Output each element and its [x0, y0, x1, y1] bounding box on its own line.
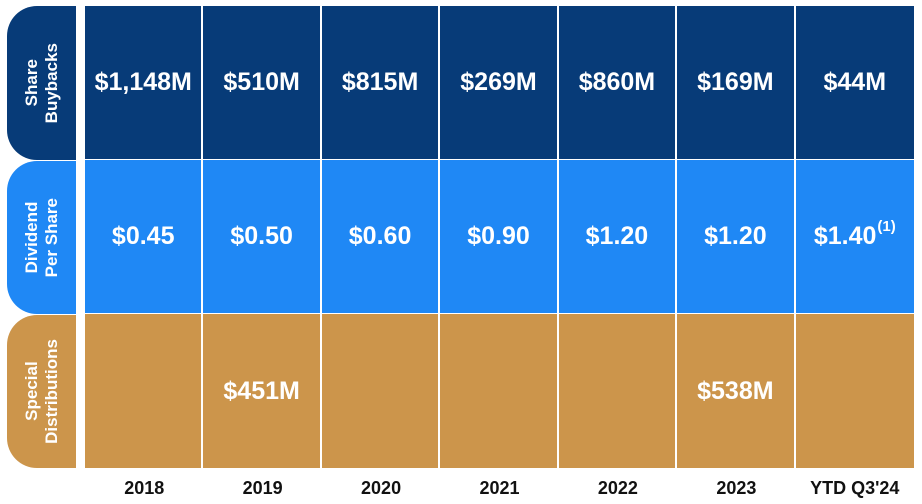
cell-value: $44M: [823, 68, 887, 96]
cell-value: $815M: [341, 68, 419, 96]
row-label-line: Per Share: [41, 197, 61, 278]
data-table: $1,148M $510M $815M $269M $860M $169M $44M $0.4…: [85, 6, 914, 468]
row-label-share-buybacks: Share Buybacks: [7, 6, 76, 160]
table-cell: $169M: [677, 6, 796, 160]
table-cell: $1.20: [558, 160, 678, 314]
column-header-year: YTD Q3'24: [810, 478, 900, 498]
table-cell: $1.40 (1): [795, 160, 914, 314]
column-header-year: 2020: [361, 478, 402, 498]
cell-value: $0.45: [111, 222, 175, 250]
cell-value: $1,148M: [94, 68, 192, 96]
table-cell: $538M: [677, 314, 796, 468]
table-cell: $1,148M: [85, 6, 204, 160]
table-cell: $860M: [558, 6, 678, 160]
cell-value: $538M: [697, 376, 774, 405]
column-header-year: 2023: [716, 478, 757, 498]
table-cell: $44M: [795, 6, 914, 160]
table-cell: $0.60: [321, 160, 441, 314]
table-cell: $815M: [321, 6, 441, 160]
row-label-line: Dividend: [21, 201, 41, 274]
year-axis: 2018 2019 2020 2021 2022 2023 YTD Q3'24: [85, 478, 914, 499]
cell-value: $451M: [223, 376, 300, 405]
table-cell: [85, 314, 204, 468]
table-cell: $0.45: [85, 160, 204, 314]
cell-value: $510M: [223, 68, 300, 96]
column-header-year: 2018: [124, 478, 165, 498]
footnote-marker: (1): [877, 218, 896, 235]
cell-value: $169M: [697, 68, 774, 96]
table-cell: $0.50: [203, 160, 322, 314]
column-header-year: 2019: [242, 478, 283, 498]
table-cell: $510M: [203, 6, 322, 160]
cell-value: $860M: [578, 68, 656, 96]
table-cell: $0.90: [440, 160, 559, 314]
table-cell: $269M: [440, 6, 559, 160]
cell-value: $1.20: [585, 222, 649, 250]
column-header-year: 2022: [597, 478, 638, 498]
cell-value: $0.50: [230, 222, 293, 250]
table-cell: $1.20: [677, 160, 796, 314]
row-label-line: Special: [21, 361, 41, 422]
cell-value: $0.60: [348, 222, 412, 250]
cell-value: $1.20: [704, 222, 767, 250]
table-cell: [321, 314, 441, 468]
column-header-year: 2021: [479, 478, 520, 498]
row-label-special-distributions: Special Distributions: [7, 315, 76, 468]
cell-value: $0.90: [467, 222, 530, 250]
cell-value: $1.40: [813, 222, 877, 250]
table-cell: [558, 314, 678, 468]
row-label-dividend-per-share: Dividend Per Share: [7, 161, 76, 314]
table-cell: [440, 314, 559, 468]
table-cell: $451M: [203, 314, 322, 468]
row-label-line: Share: [21, 59, 41, 107]
cell-value: $269M: [460, 68, 537, 96]
row-label-line: Distributions: [41, 339, 61, 444]
table-cell: [795, 314, 914, 468]
row-label-line: Buybacks: [41, 42, 61, 124]
